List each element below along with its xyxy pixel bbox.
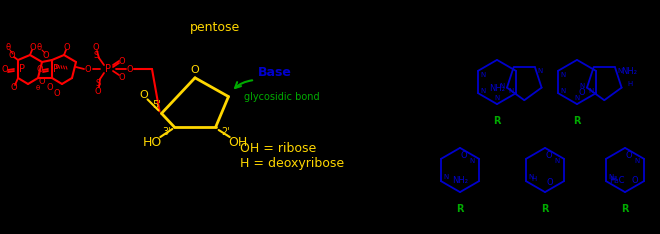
Text: N: N — [617, 68, 622, 74]
Text: R: R — [493, 116, 501, 126]
Text: N: N — [500, 83, 505, 89]
Text: O: O — [119, 56, 125, 66]
Text: O: O — [63, 43, 71, 51]
Text: NH₂: NH₂ — [452, 176, 468, 185]
Text: N: N — [560, 72, 566, 78]
Text: S: S — [96, 78, 100, 88]
Text: S: S — [93, 51, 98, 59]
Text: O: O — [84, 65, 91, 73]
Text: O: O — [626, 151, 632, 160]
Text: O: O — [579, 88, 585, 97]
Text: H₃C: H₃C — [609, 176, 625, 185]
Text: P: P — [105, 64, 111, 74]
Text: θ: θ — [5, 43, 11, 51]
Text: 5': 5' — [152, 100, 161, 110]
Text: N: N — [634, 158, 640, 164]
Text: H = deoxyribose: H = deoxyribose — [240, 157, 344, 169]
Text: N: N — [589, 88, 594, 94]
Text: OH: OH — [228, 135, 248, 149]
Text: O: O — [92, 43, 99, 51]
Text: N: N — [554, 158, 560, 164]
Text: pentose: pentose — [190, 22, 240, 34]
Text: O: O — [119, 73, 125, 81]
Text: R: R — [456, 204, 464, 214]
Text: N: N — [480, 88, 486, 94]
Text: O: O — [53, 89, 60, 99]
Text: O: O — [39, 77, 46, 87]
Text: OH = ribose: OH = ribose — [240, 142, 316, 154]
Text: O: O — [30, 43, 36, 51]
Text: N: N — [560, 88, 566, 94]
Text: N: N — [480, 72, 486, 78]
Text: N: N — [609, 174, 614, 180]
Text: Base: Base — [258, 66, 292, 78]
Text: O: O — [2, 66, 9, 74]
Text: O: O — [191, 65, 199, 75]
Text: NH₂: NH₂ — [621, 67, 637, 76]
Text: P: P — [19, 64, 25, 74]
Text: R: R — [574, 116, 581, 126]
Text: 3': 3' — [162, 127, 171, 137]
Text: O: O — [11, 84, 17, 92]
Text: N: N — [469, 158, 475, 164]
Text: O: O — [43, 51, 49, 59]
Text: P: P — [53, 64, 59, 74]
Text: θ: θ — [36, 43, 42, 51]
Text: O: O — [37, 66, 44, 74]
Text: H: H — [531, 176, 537, 182]
Text: N: N — [579, 83, 585, 89]
Text: R: R — [621, 204, 629, 214]
Text: O: O — [139, 90, 148, 100]
Text: N: N — [528, 174, 533, 180]
Text: N: N — [444, 174, 449, 180]
Text: H: H — [611, 176, 616, 182]
Text: HO: HO — [143, 135, 162, 149]
Text: N: N — [508, 88, 513, 94]
Text: O: O — [461, 151, 467, 160]
Text: O: O — [546, 178, 553, 186]
Text: N: N — [494, 95, 500, 101]
Text: R: R — [541, 204, 548, 214]
Text: 2': 2' — [221, 127, 230, 137]
Text: O: O — [47, 84, 53, 92]
Text: O: O — [632, 176, 638, 185]
Text: θ: θ — [36, 85, 40, 91]
Text: glycosidic bond: glycosidic bond — [244, 92, 320, 102]
Text: O: O — [127, 65, 133, 73]
Text: NH₂: NH₂ — [489, 84, 505, 93]
Text: H: H — [627, 81, 632, 87]
Text: O: O — [546, 151, 552, 160]
Text: N: N — [574, 95, 579, 101]
Text: O: O — [9, 51, 15, 59]
Text: N: N — [537, 68, 543, 74]
Text: O: O — [94, 87, 102, 95]
